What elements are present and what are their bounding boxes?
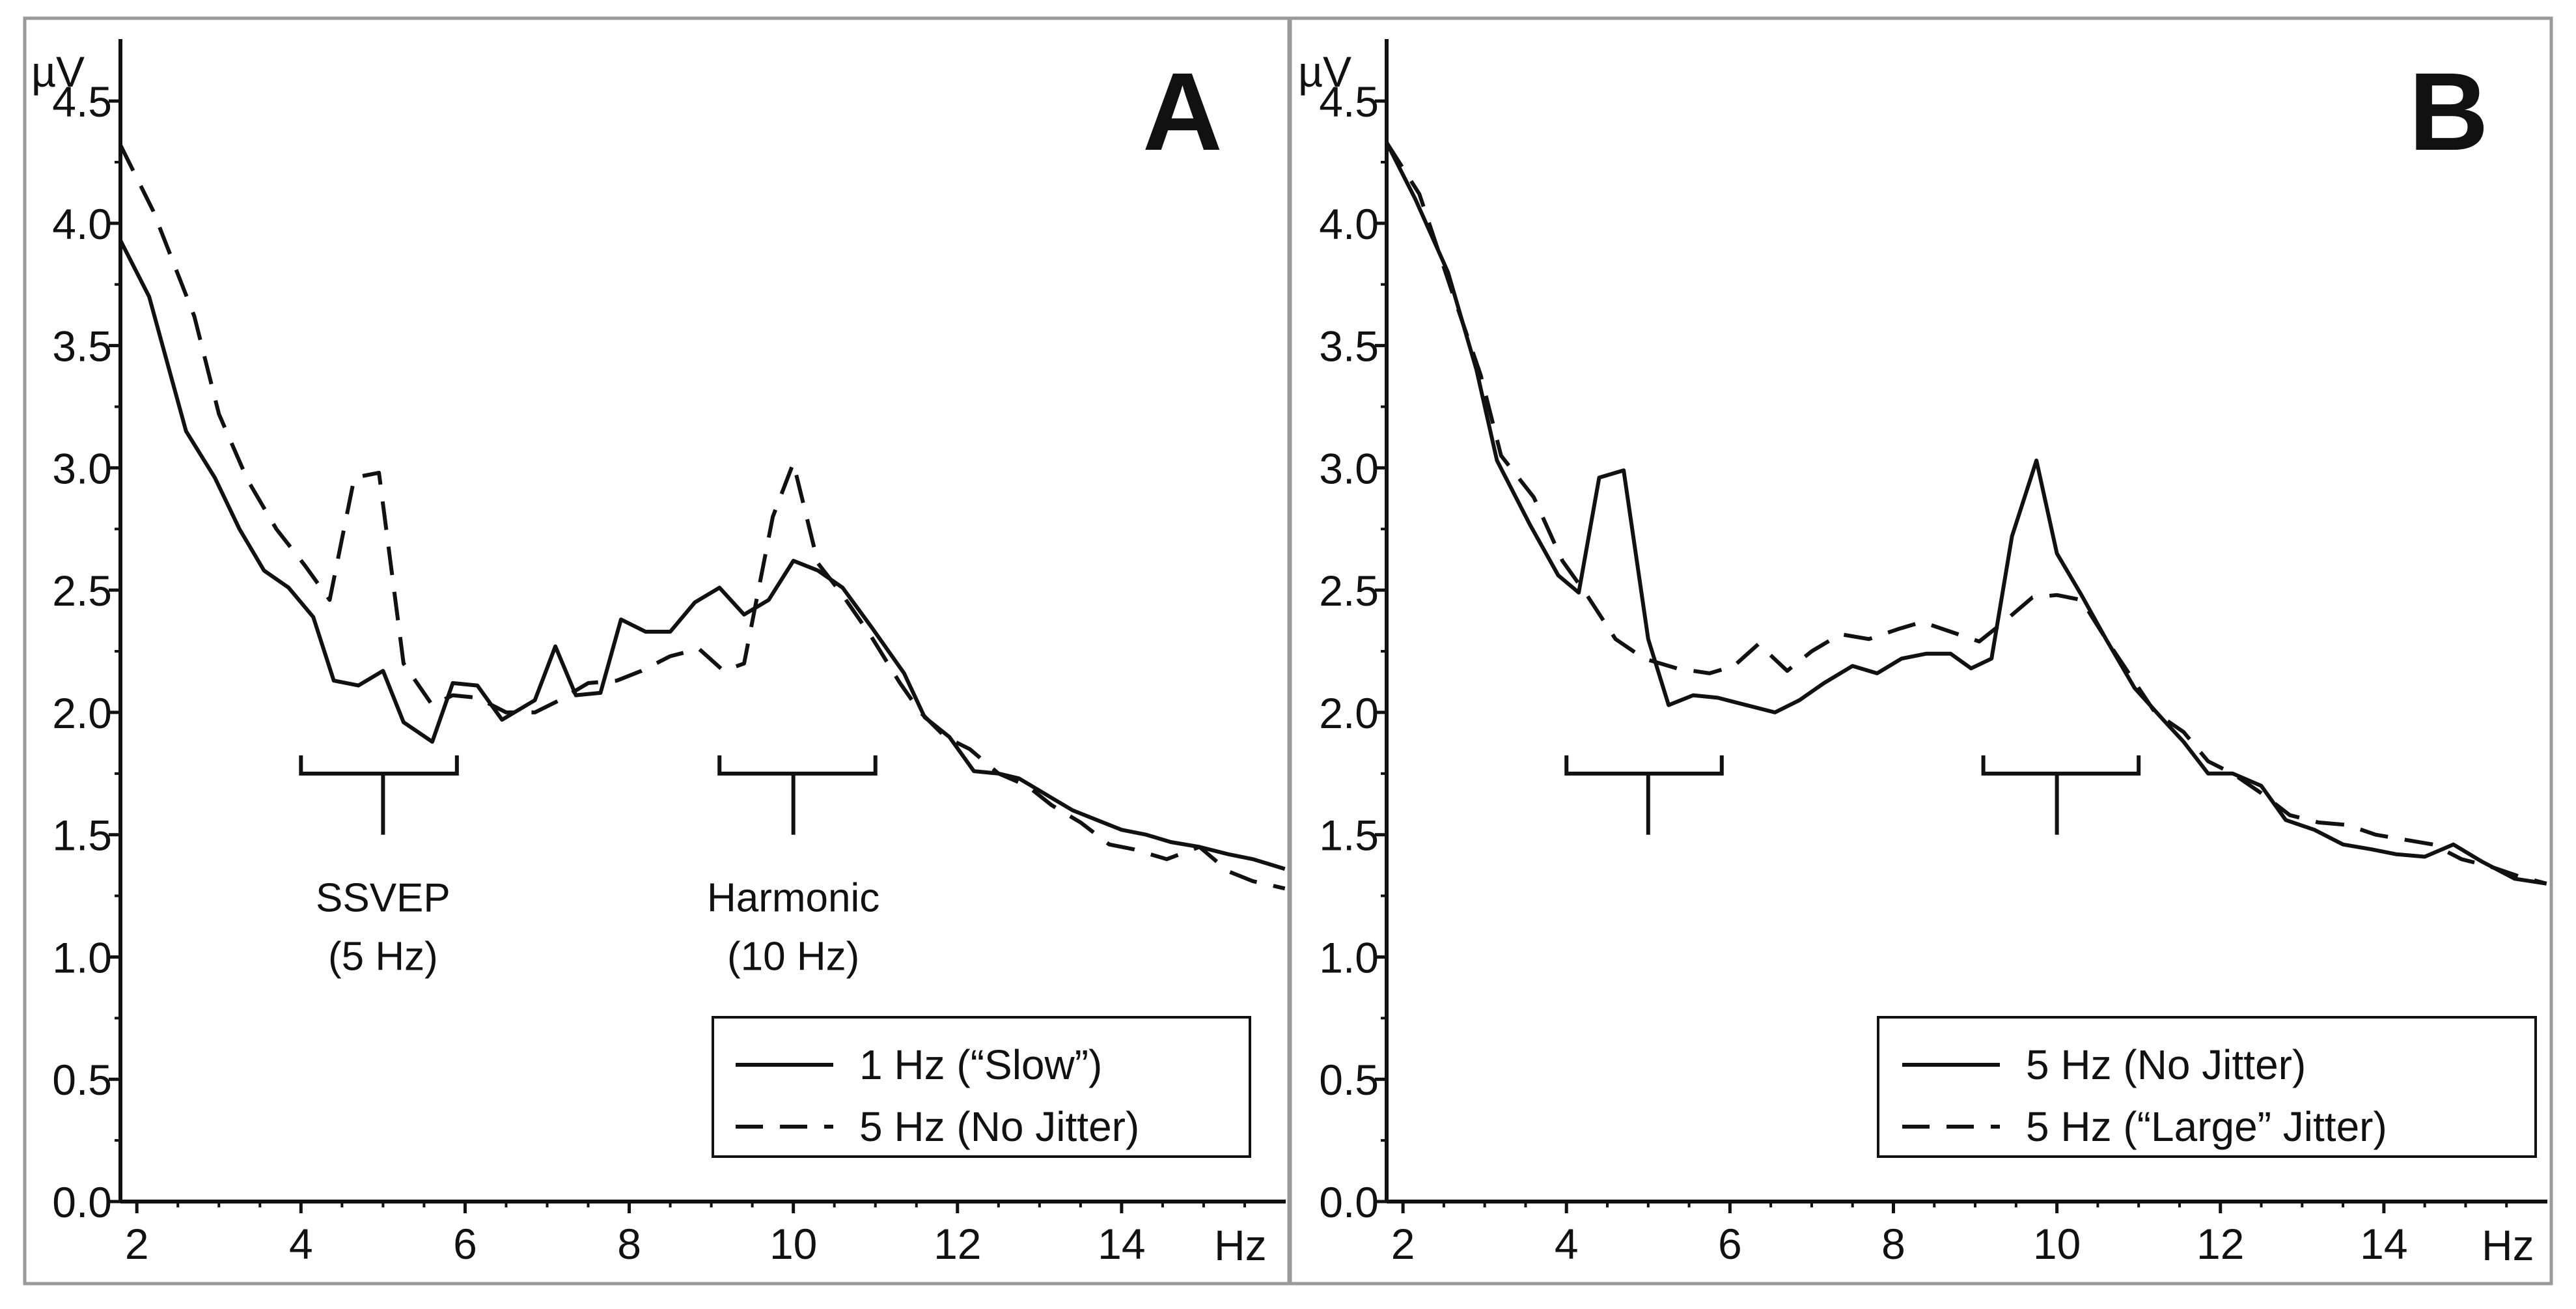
panel-a-band-sublabel: (5 Hz) <box>328 935 438 979</box>
panel-b-band-bracket <box>1981 755 2141 835</box>
panel-a-x-tick-label: 6 <box>453 1220 477 1268</box>
panel-a-y-unit: µV <box>31 48 85 96</box>
panel-b-letter: B <box>2409 50 2489 174</box>
panel-a: 0.0 0.5 1.0 1.5 2.0 2.5 3.0 3.5 4.0 4.5 2 4 6 8 10 12 1… <box>31 39 1286 1269</box>
panel-b-legend-dashed-label: 5 Hz (“Large” Jitter) <box>2026 1103 2387 1150</box>
panel-b-y-tick-label: 2.0 <box>1319 689 1379 737</box>
panel-a-x-tick-label: 12 <box>934 1220 981 1268</box>
panel-b-x-tick-label: 12 <box>2196 1220 2244 1268</box>
panel-a-band-bracket <box>717 755 878 835</box>
panel-b-y-tick-label: 2.5 <box>1319 567 1379 615</box>
panel-b-x-tick-label: 2 <box>1391 1220 1415 1268</box>
panel-a-letter: A <box>1143 50 1223 174</box>
panel-b-x-tick-label: 10 <box>2033 1220 2081 1268</box>
panel-b-legend-box <box>1877 1016 2537 1158</box>
panel-a-y-tick-label: 1.0 <box>52 933 112 981</box>
panel-b-series-solid-line <box>1385 141 2547 886</box>
panel-b-frame <box>1288 16 2553 1286</box>
panel-b-legend: 5 Hz (No Jitter) 5 Hz (“Large” Jitter) <box>1877 1016 2537 1158</box>
panel-a-y-tick-label: 1.5 <box>52 811 112 860</box>
panel-a-series-dashed-line <box>118 144 1286 891</box>
panel-b-series-dashed-line <box>1385 141 2547 886</box>
panel-b-y-tick-label: 0.5 <box>1319 1056 1379 1104</box>
panel-a-x-tick-label: 8 <box>617 1220 641 1268</box>
panel-b-x-tick-label: 4 <box>1555 1220 1579 1268</box>
panel-a-y-tick-label: 4.5 <box>52 77 112 126</box>
panel-b-y-tick-label: 3.5 <box>1319 322 1379 371</box>
panel-a-legend-dashed-label: 5 Hz (No Jitter) <box>859 1103 1139 1150</box>
panel-a-y-tick-label: 3.5 <box>52 322 112 371</box>
panel-a-band-sublabel: (10 Hz) <box>727 935 859 979</box>
panel-a-band-bracket <box>299 755 459 835</box>
panel-a-y-tick-label: 2.0 <box>52 689 112 737</box>
panel-a-x-tick-label: 4 <box>289 1220 313 1268</box>
panel-b-band-bracket <box>1564 755 1724 835</box>
panel-a-band-label: Harmonic <box>707 876 879 921</box>
panel-a-y-tick-label: 0.0 <box>52 1178 112 1226</box>
panel-b-x-tick-label: 6 <box>1718 1220 1742 1268</box>
panel-a-series-solid-line <box>118 239 1286 871</box>
panel-b-y-tick-label: 1.5 <box>1319 811 1379 860</box>
panel-a-x-tick-label: 2 <box>125 1220 149 1268</box>
panel-a-legend-solid-label: 1 Hz (“Slow”) <box>859 1041 1102 1088</box>
panel-a-y-tick-label: 4.0 <box>52 200 112 248</box>
panel-b-y-tick-label: 4.0 <box>1319 200 1379 248</box>
panel-b-y-tick-label: 4.5 <box>1319 77 1379 126</box>
panel-b-y-unit: µV <box>1298 48 1351 96</box>
panel-a-y-tick-label: 0.5 <box>52 1056 112 1104</box>
panel-b-legend-solid-label: 5 Hz (No Jitter) <box>2026 1041 2306 1088</box>
panel-a-y-tick-label: 2.5 <box>52 567 112 615</box>
panel-b-x-tick-label: 14 <box>2360 1220 2407 1268</box>
panel-a-x-tick-label: 14 <box>1098 1220 1145 1268</box>
panel-a-y-tick-label: 3.0 <box>52 444 112 492</box>
panel-b-y-tick-label: 3.0 <box>1319 444 1379 492</box>
panel-b-y-tick-label: 1.0 <box>1319 933 1379 981</box>
panel-b-y-tick-label: 0.0 <box>1319 1178 1379 1226</box>
panel-a-x-tick-label: 10 <box>769 1220 817 1268</box>
panel-b-x-tick-label: 8 <box>1881 1220 1905 1268</box>
panel-b-x-unit: Hz <box>2482 1221 2534 1269</box>
panel-a-legend-box <box>712 1016 1251 1158</box>
panel-a-legend: 1 Hz (“Slow”) 5 Hz (No Jitter) <box>712 1016 1251 1158</box>
panel-a-x-unit: Hz <box>1214 1221 1267 1269</box>
panel-b: 0.0 0.5 1.0 1.5 2.0 2.5 3.0 3.5 4.0 4.5 2 4 6 8 10 12 1… <box>1298 39 2547 1269</box>
panel-a-band-label: SSVEP <box>316 876 450 921</box>
